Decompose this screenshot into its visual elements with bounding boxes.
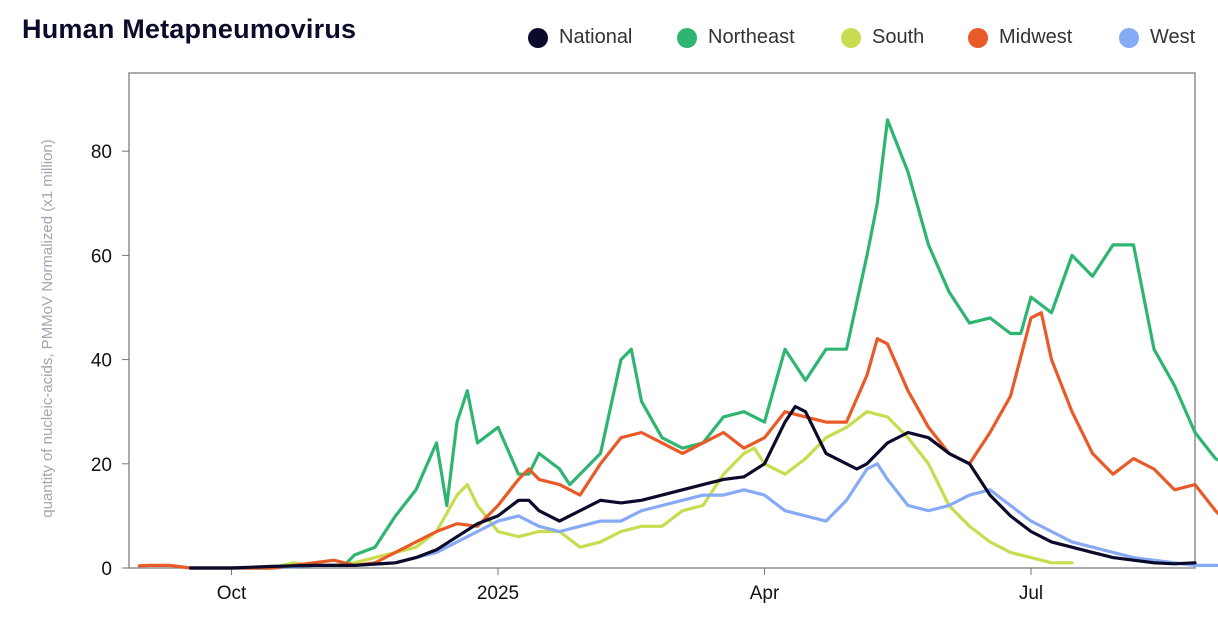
legend-item-national[interactable]: National [528,26,632,49]
plot-frame [128,72,1196,569]
series-layer [137,118,1218,570]
northeast-swatch-icon [677,27,697,48]
midwest-swatch-icon [968,27,988,48]
x-tick-label: Jul [1019,583,1043,604]
series-line-south[interactable] [188,410,1074,570]
y-tick-label: 80 [91,142,112,163]
legend-label-national: National [559,26,633,48]
series-line-national[interactable] [188,404,1197,570]
y-tick-label: 60 [91,246,112,267]
legend-label-west: West [1150,26,1196,48]
west-swatch-icon [1119,27,1139,48]
x-tick-label: Apr [750,583,780,604]
x-tick-label: Oct [217,583,247,604]
y-axis: 0 20 40 60 80 [91,142,129,580]
series-line-west[interactable] [188,462,1218,570]
legend-label-northeast: Northeast [708,26,795,48]
x-tick-label: 2025 [477,583,519,604]
legend-item-northeast[interactable]: Northeast [677,26,795,49]
chart-title: Human Metapneumovirus [22,14,357,44]
y-tick-label: 20 [91,455,112,476]
legend-item-midwest[interactable]: Midwest [968,26,1072,49]
y-tick-label: 0 [101,559,112,580]
legend-label-south: South [872,26,925,48]
national-swatch-icon [528,27,548,48]
x-axis: Oct 2025 Apr Jul [217,568,1043,604]
y-tick-label: 40 [91,351,112,372]
south-swatch-icon [841,27,861,48]
legend-item-west[interactable]: West [1119,26,1195,49]
legend-label-midwest: Midwest [999,26,1073,48]
series-line-northeast[interactable] [188,118,1218,570]
y-axis-title: quantity of nucleic-acids, PMMoV Normali… [39,139,56,517]
series-line-midwest[interactable] [137,311,1218,570]
legend: National Northeast South Midwest West [0,26,1218,56]
legend-item-south[interactable]: South [841,26,924,49]
